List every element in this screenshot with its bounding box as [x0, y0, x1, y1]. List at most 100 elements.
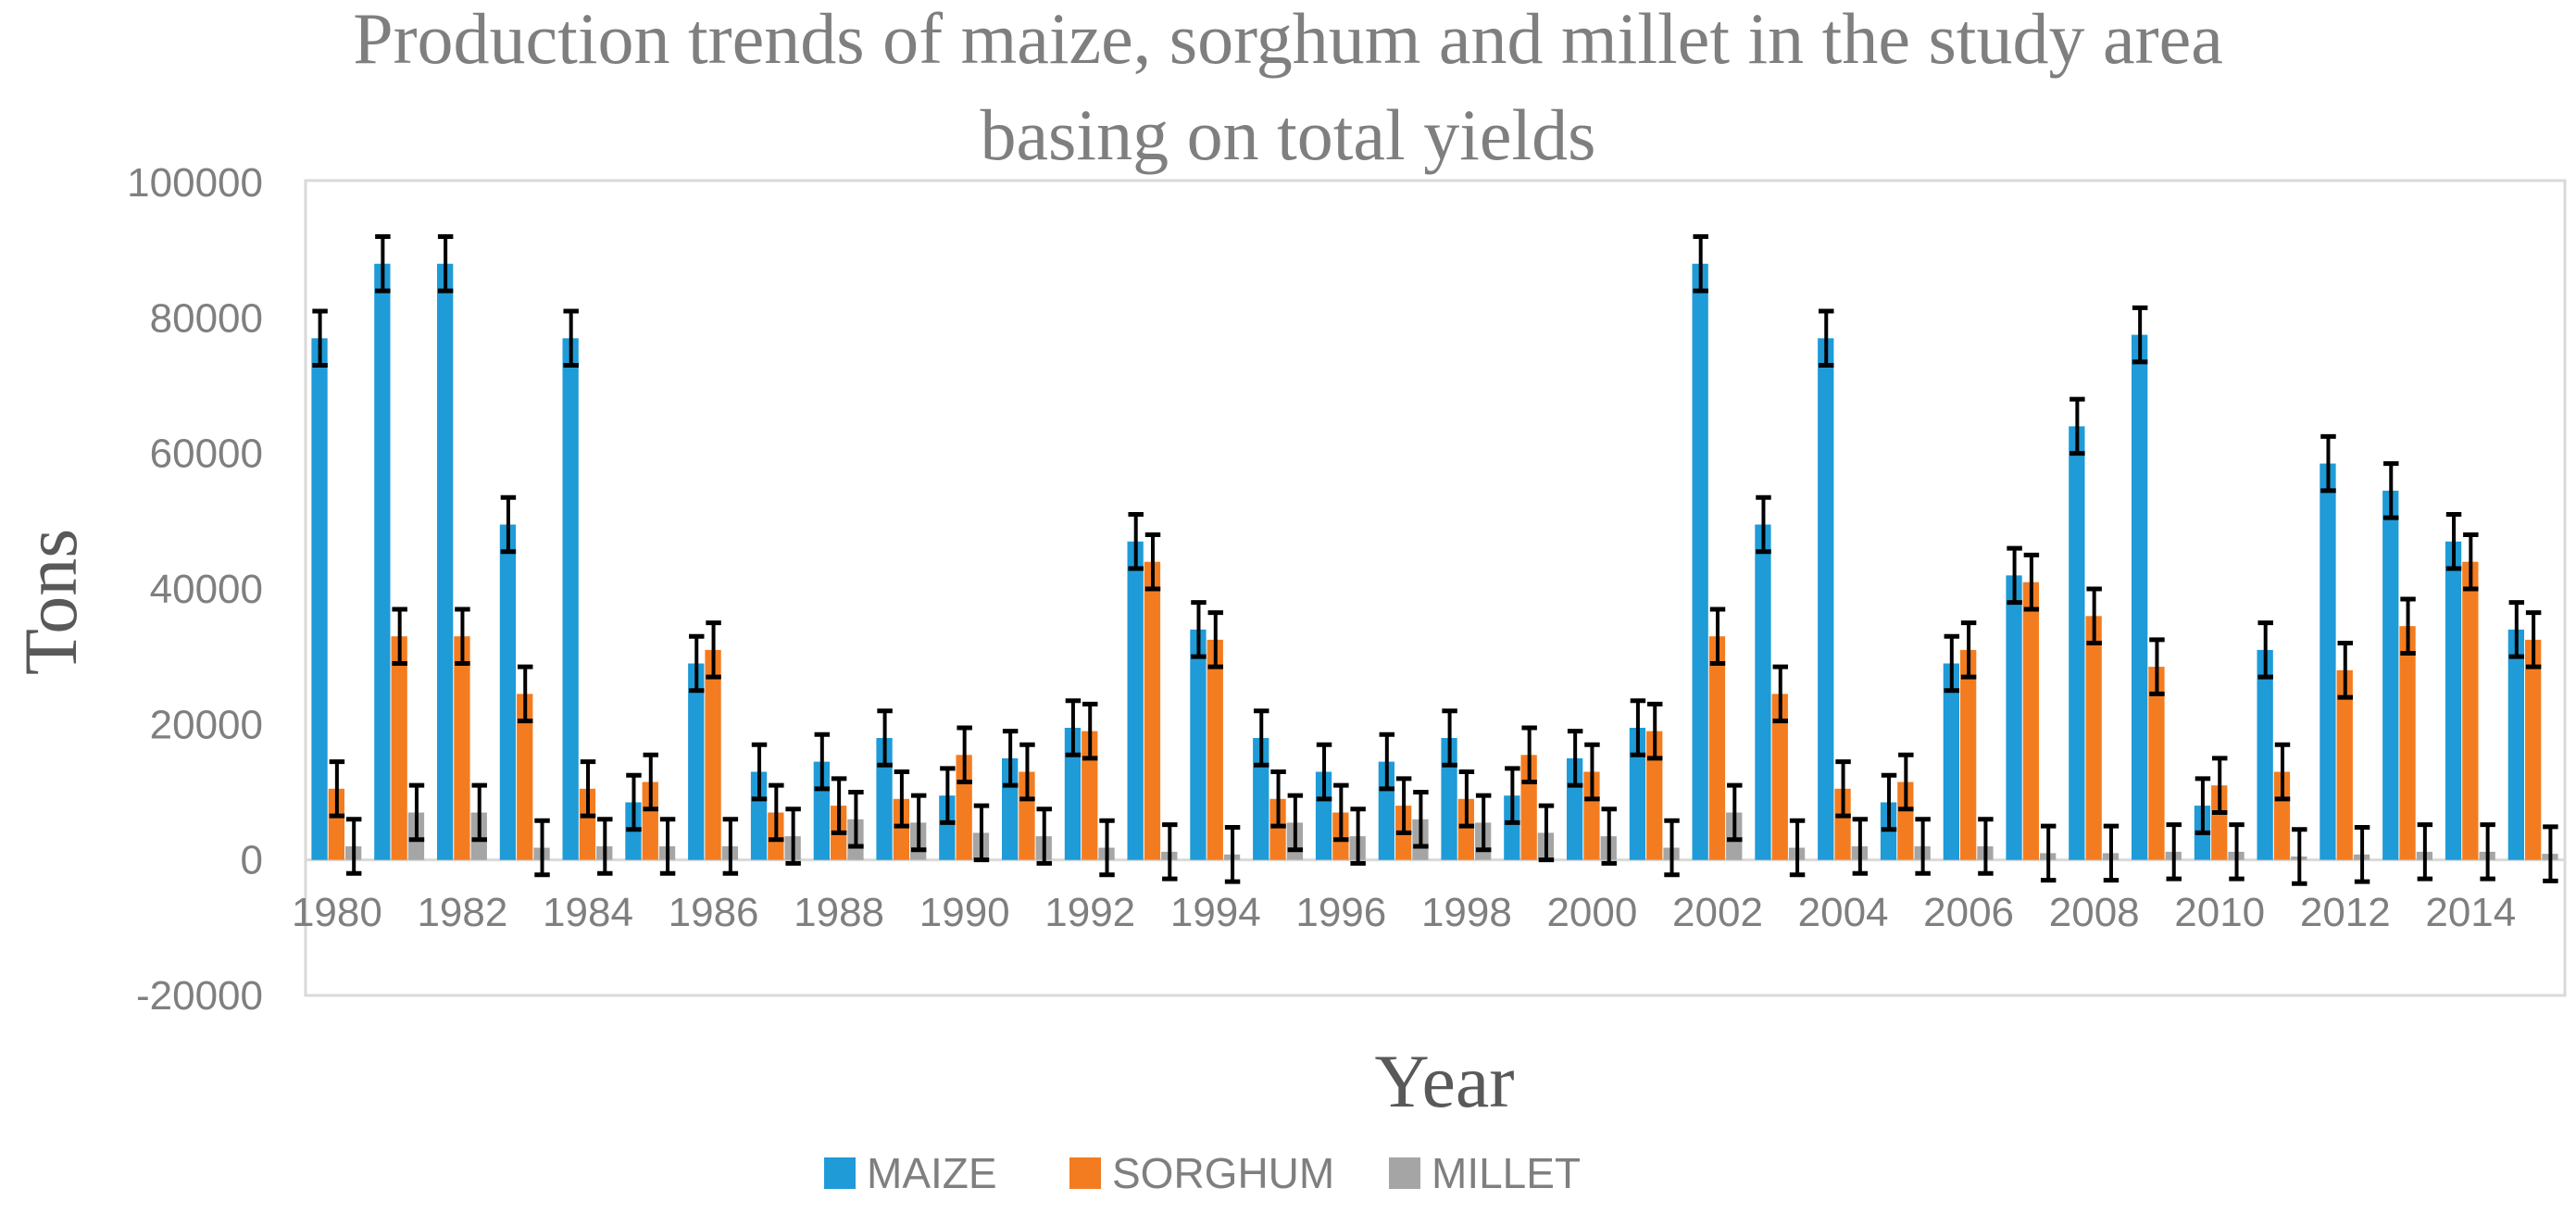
y-tick-label: 20000: [150, 702, 263, 747]
error-bar-maize-1982: [437, 234, 454, 294]
bar-maize-2015: [2507, 629, 2524, 860]
error-bar-millet-2012: [2354, 825, 2370, 884]
x-tick-label: 1996: [1295, 890, 1386, 935]
error-bar-sorghum-1985: [643, 752, 659, 812]
bar-maize-1993: [1127, 541, 1144, 860]
error-bar-maize-1994: [1191, 600, 1207, 659]
error-bar-sorghum-2007: [2023, 552, 2040, 612]
error-bar-sorghum-1991: [1019, 742, 1035, 802]
bar-sorghum-1989: [893, 798, 909, 860]
error-bar-millet-1995: [1287, 793, 1304, 853]
error-bar-millet-2014: [2480, 822, 2495, 882]
error-bar-maize-1985: [626, 772, 642, 832]
y-tick-label: 40000: [150, 567, 263, 612]
y-tick-label: -20000: [136, 973, 263, 1019]
x-tick-label: 1984: [543, 890, 633, 935]
error-bar-maize-2000: [1567, 729, 1583, 788]
bar-sorghum-2015: [2525, 639, 2542, 860]
legend-swatch-sorghum: [1069, 1157, 1101, 1189]
bar-maize-2014: [2445, 541, 2462, 860]
error-bar-sorghum-1992: [1082, 701, 1098, 761]
bar-sorghum-1993: [1144, 561, 1161, 860]
bar-sorghum-2011: [2273, 771, 2291, 860]
error-bar-millet-2015: [2543, 824, 2558, 883]
error-bar-sorghum-1986: [706, 620, 721, 680]
error-bar-group: [312, 234, 2558, 886]
bar-maize-2013: [2382, 490, 2399, 860]
error-bar-millet-1988: [848, 790, 864, 849]
bar-sorghum-1986: [705, 649, 721, 860]
error-bar-maize-1987: [751, 742, 768, 802]
error-bar-millet-2011: [2292, 827, 2307, 886]
legend-label-millet: MILLET: [1432, 1149, 1581, 1197]
bar-maize-1983: [499, 524, 517, 860]
error-bar-millet-2005: [1915, 817, 1931, 876]
y-axis-title: Tons: [8, 529, 93, 675]
error-bar-millet-1996: [1350, 807, 1366, 866]
x-tick-label: 1988: [794, 890, 884, 935]
legend-label-sorghum: SORGHUM: [1112, 1149, 1334, 1197]
bar-maize-2001: [1629, 728, 1646, 860]
bar-sorghum-1998: [1457, 798, 1474, 860]
error-bar-sorghum-2003: [1772, 664, 1789, 724]
bar-sorghum-2008: [2085, 616, 2102, 860]
bar-sorghum-2006: [1960, 649, 1977, 860]
bar-sorghum-1981: [391, 636, 407, 860]
error-bar-maize-2001: [1630, 698, 1646, 757]
plot-frame: [304, 179, 2567, 997]
error-bar-sorghum-1995: [1270, 769, 1286, 829]
bar-maize-2009: [2132, 334, 2148, 860]
y-tick-label: 80000: [150, 295, 263, 341]
x-tick-label: 1986: [669, 890, 759, 935]
x-tick-label: 2000: [1546, 890, 1637, 935]
bar-maize-1982: [437, 263, 454, 860]
bar-sorghum-1980: [328, 788, 344, 860]
bar-maize-1989: [876, 738, 893, 860]
error-bar-sorghum-1998: [1458, 769, 1475, 829]
bar-maize-1999: [1504, 795, 1520, 860]
bar-maize-2002: [1692, 263, 1708, 860]
x-axis-ticks: 1980 1982 1984 1986 1988 1990 1992 1994 1996 1998…: [292, 890, 2516, 935]
bar-maize-1980: [311, 338, 328, 860]
error-bar-millet-2013: [2417, 822, 2433, 882]
x-tick-label: 2008: [2049, 890, 2140, 935]
error-bar-millet-1983: [534, 818, 550, 878]
error-bar-maize-1999: [1505, 766, 1520, 825]
bar-maize-1987: [750, 771, 768, 860]
error-bar-sorghum-2015: [2525, 610, 2542, 669]
x-tick-label: 2004: [1798, 890, 1889, 935]
error-bar-millet-1989: [910, 793, 927, 853]
x-tick-label: 2014: [2425, 890, 2516, 935]
bar-sorghum-1984: [579, 788, 596, 860]
bar-maize-1986: [688, 663, 705, 860]
y-tick-label: 0: [241, 838, 263, 883]
legend-label-maize: MAIZE: [867, 1149, 997, 1197]
error-bar-maize-1986: [689, 633, 705, 694]
error-bar-sorghum-2005: [1898, 752, 1914, 812]
error-bar-millet-1998: [1475, 793, 1492, 853]
error-bar-sorghum-1999: [1521, 725, 1537, 785]
x-tick-label: 2002: [1672, 890, 1763, 935]
x-tick-label: 1992: [1044, 890, 1135, 935]
error-bar-millet-1981: [408, 782, 425, 843]
bar-maize-1996: [1315, 771, 1332, 860]
error-bar-sorghum-2008: [2086, 586, 2102, 646]
bar-sorghum-2013: [2399, 626, 2416, 860]
error-bar-millet-1982: [471, 782, 487, 843]
error-bar-sorghum-1997: [1395, 776, 1412, 835]
chart-title-line-2: basing on total yields: [980, 94, 1595, 175]
error-bar-millet-1987: [785, 807, 801, 866]
error-bar-millet-2000: [1601, 807, 1617, 866]
error-bar-millet-1986: [722, 817, 739, 876]
y-axis-ticks: 100000 80000 60000 40000 20000 0 -20000: [127, 160, 263, 1019]
bar-sorghum-2014: [2462, 561, 2479, 860]
error-bar-sorghum-1994: [1207, 610, 1224, 669]
error-bar-maize-1997: [1379, 732, 1395, 792]
error-bar-sorghum-2001: [1646, 701, 1663, 761]
error-bar-sorghum-1981: [392, 606, 407, 666]
x-tick-label: 1980: [292, 890, 382, 935]
error-bar-millet-1980: [345, 817, 362, 876]
error-bar-maize-1996: [1316, 742, 1332, 802]
chart-title-line-1: Production trends of maize, sorghum and …: [353, 0, 2223, 79]
